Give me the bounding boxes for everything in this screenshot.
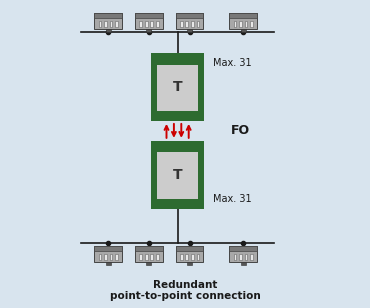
Bar [176,13,204,18]
Bar [187,29,192,32]
Text: FO: FO [231,124,250,137]
Bar [98,254,101,261]
Bar [110,254,112,261]
Bar [94,13,122,29]
Bar [147,262,151,265]
Bar [135,246,163,251]
Bar [104,254,107,261]
Text: T: T [173,80,182,94]
Bar [233,254,236,261]
Bar [115,254,118,261]
Bar [245,254,248,261]
Bar [98,21,101,27]
Bar [151,111,204,121]
Bar [151,199,204,209]
Bar [150,21,153,27]
Bar [139,21,142,27]
Bar [145,254,148,261]
Bar [229,246,257,262]
Bar [176,246,204,251]
Bar [94,13,122,18]
Bar [156,254,159,261]
Bar [135,13,163,29]
Bar [187,262,192,265]
Bar [115,21,118,27]
Bar [176,13,204,29]
Text: T: T [173,168,182,182]
Bar [241,29,246,32]
Bar [229,13,257,29]
Bar [245,21,248,27]
Bar [241,262,246,265]
Bar [250,254,253,261]
Text: Max. 31: Max. 31 [213,194,251,204]
Bar [145,21,148,27]
Bar [94,246,122,262]
Bar [106,262,111,265]
Bar [191,21,194,27]
Bar [185,21,188,27]
Bar [229,246,257,251]
Bar [104,21,107,27]
Bar [239,21,242,27]
Bar [94,246,122,251]
Text: Redundant: Redundant [153,280,217,290]
Bar [185,254,188,261]
Bar [150,254,153,261]
Bar [191,254,194,261]
Bar [151,53,204,121]
Bar [157,59,198,116]
Bar [180,254,183,261]
Bar [196,21,199,27]
Bar [151,141,204,209]
Bar [147,29,151,32]
Bar [176,246,204,262]
Bar [135,246,163,262]
Bar [151,53,204,65]
Bar [139,254,142,261]
Bar [156,21,159,27]
Bar [250,21,253,27]
Bar [110,21,112,27]
Bar [135,13,163,18]
Bar [233,21,236,27]
Bar [239,254,242,261]
Bar [106,29,111,32]
Text: point-to-point connection: point-to-point connection [110,291,260,301]
Bar [180,21,183,27]
Bar [196,254,199,261]
Bar [157,146,198,203]
Text: Max. 31: Max. 31 [213,58,251,68]
Bar [229,13,257,18]
Bar [151,141,204,152]
